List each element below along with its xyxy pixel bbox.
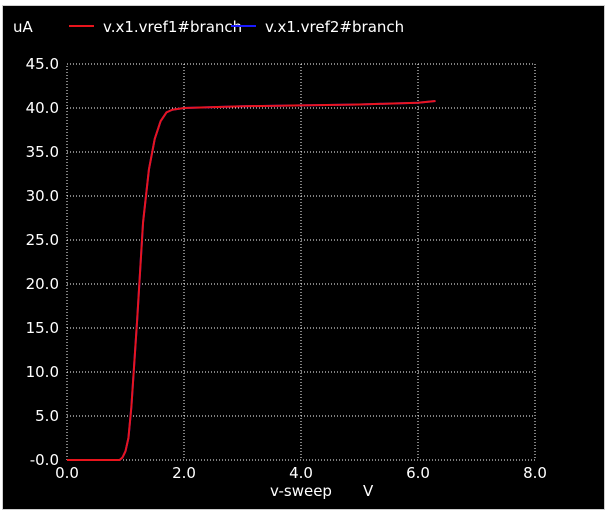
y-tick-label: 40.0 [26, 99, 59, 117]
y-tick-label: 5.0 [35, 407, 59, 425]
chart: -0.05.010.015.020.025.030.035.040.045.0 … [13, 18, 547, 500]
series-line-2 [67, 99, 436, 461]
x-tick-label: 2.0 [172, 464, 196, 482]
series-layer [67, 99, 436, 461]
y-tick-label: 30.0 [26, 187, 59, 205]
y-tick-labels: -0.0 5.0 10.0 15.0 20.0 25.0 30.0 35.0 40.0 45.0 [26, 55, 59, 469]
x-tick-labels: 0.0 2.0 4.0 6.0 8.0 [55, 464, 547, 482]
y-axis-unit-label: uA [13, 18, 34, 36]
legend-label-series-2: v.x1.vref2#branch [265, 18, 404, 36]
y-tick-label: 20.0 [26, 275, 59, 293]
x-axis-unit: V [363, 482, 374, 500]
y-tick-label: 15.0 [26, 319, 59, 337]
y-tick-label: 10.0 [26, 363, 59, 381]
plot-frame [66, 63, 536, 461]
plot-area-border [66, 63, 536, 461]
legend-label-series-1: v.x1.vref1#branch [103, 18, 242, 36]
x-tick-label: 4.0 [289, 464, 313, 482]
y-tick-label: 25.0 [26, 231, 59, 249]
plot-window: -0.0 5.0 10.0 15.0 20.0 25.0 30.0 35.0 40.0 45.0 … [2, 5, 605, 510]
y-tick-label: -0.0 [30, 451, 59, 469]
y-tick-label: 35.0 [26, 143, 59, 161]
y-tick-label: 45.0 [26, 55, 59, 73]
series-line-1 [67, 99, 436, 461]
x-tick-label: 6.0 [406, 464, 430, 482]
grid [67, 64, 535, 460]
x-tick-label: 8.0 [523, 464, 547, 482]
legend: v.x1.vref1#branch v.x1.vref2#branch [69, 18, 404, 36]
x-axis-label: v-sweep [270, 482, 332, 500]
x-tick-label: 0.0 [55, 464, 79, 482]
